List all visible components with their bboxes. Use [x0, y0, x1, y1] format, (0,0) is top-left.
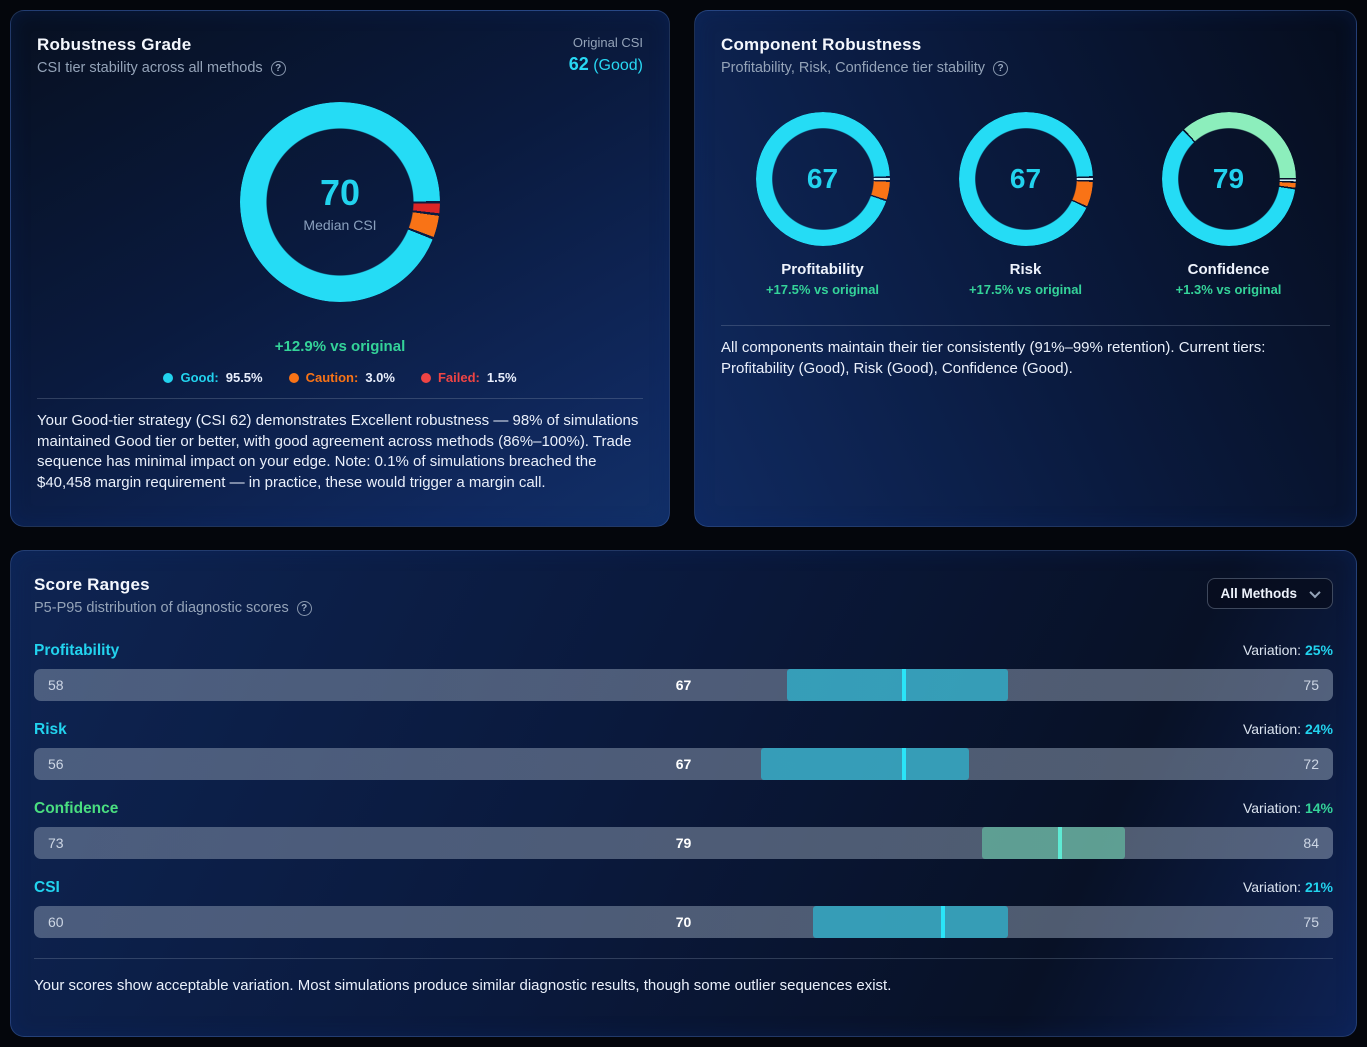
failed-dot-icon	[420, 372, 431, 383]
range-row-csi: CSI Variation: 21% 60 70 75	[34, 879, 1333, 938]
variation-value: Variation: 25%	[1242, 642, 1333, 658]
score-ranges-card: Score Ranges P5-P95 distribution of diag…	[10, 550, 1357, 1037]
confidence-donut: 79	[1161, 112, 1296, 246]
median-marker	[1058, 827, 1063, 859]
divider	[34, 958, 1333, 959]
robustness-grade-subtitle: CSI tier stability across all methods	[37, 60, 263, 76]
variation-value: Variation: 14%	[1242, 800, 1333, 816]
median-marker	[902, 748, 907, 780]
confidence-label: Confidence	[1187, 261, 1270, 278]
confidence-delta: +1.3% vs original	[1175, 282, 1282, 297]
median-marker	[941, 906, 946, 938]
donut-ring	[240, 102, 440, 302]
risk-label: Risk	[1009, 261, 1042, 278]
donut-ring	[1161, 112, 1296, 246]
median-csi-value: 70	[319, 171, 361, 213]
profitability-score: 67	[806, 163, 839, 194]
original-csi-value: 62 (Good)	[568, 54, 643, 74]
risk-donut: 67	[958, 112, 1093, 246]
methods-dropdown[interactable]: All Methods	[1206, 578, 1333, 609]
p5-p95-band	[982, 827, 1126, 859]
profitability-label: Profitability	[781, 261, 864, 278]
median-csi-label: Median CSI	[303, 216, 377, 233]
component-robustness-title: Component Robustness	[721, 35, 922, 54]
chevron-down-icon	[1309, 586, 1321, 598]
range-bar: 73 79 84	[34, 827, 1333, 859]
original-csi-label: Original CSI	[572, 35, 643, 50]
robustness-grade-title: Robustness Grade	[37, 35, 192, 54]
variation-value: Variation: 21%	[1242, 879, 1333, 895]
range-row-confidence: Confidence Variation: 14% 73 79 84	[34, 800, 1333, 859]
range-row-risk: Risk Variation: 24% 56 67 72	[34, 721, 1333, 780]
caution-dot-icon	[288, 372, 299, 383]
donut-ring	[958, 112, 1093, 246]
range-bar: 60 70 75	[34, 906, 1333, 938]
confidence-donut-block: 79 Confidence +1.3% vs original	[1134, 112, 1324, 297]
component-summary: All components maintain their tier consi…	[721, 339, 1266, 377]
help-icon[interactable]: ?	[993, 60, 1009, 76]
legend-item-failed: Failed: 1.5%	[420, 370, 517, 385]
component-robustness-subtitle: Profitability, Risk, Confidence tier sta…	[721, 60, 986, 76]
methods-dropdown-value: All Methods	[1220, 586, 1298, 601]
median-marker	[902, 669, 907, 701]
csi-delta: +12.9% vs original	[274, 338, 406, 355]
component-robustness-card: Component Robustness Profitability, Risk…	[694, 10, 1357, 527]
p5-p95-band	[813, 906, 1009, 938]
csi-distribution-donut: 70 Median CSI	[240, 102, 440, 302]
p5-p95-band	[761, 748, 970, 780]
profitability-donut: 67	[755, 112, 890, 246]
p5-p95-band	[787, 669, 1009, 701]
divider	[721, 325, 1330, 326]
range-row-profitability: Profitability Variation: 25% 58 67 75	[34, 642, 1333, 701]
robustness-summary: Your Good-tier strategy (CSI 62) demonst…	[37, 412, 639, 492]
score-ranges-title: Score Ranges	[34, 575, 150, 594]
tier-legend: Good: 95.5% Caution: 3.0% Failed: 1.5%	[37, 370, 643, 385]
range-bar: 58 67 75	[34, 669, 1333, 701]
range-bar: 56 67 72	[34, 748, 1333, 780]
risk-donut-block: 67 Risk +17.5% vs original	[931, 112, 1121, 297]
legend-item-good: Good: 95.5%	[163, 370, 263, 385]
risk-delta: +17.5% vs original	[968, 282, 1083, 297]
donut-ring	[755, 112, 890, 246]
good-dot-icon	[163, 372, 174, 383]
risk-score: 67	[1009, 163, 1042, 194]
score-ranges-subtitle: P5-P95 distribution of diagnostic scores	[34, 600, 289, 616]
divider	[37, 398, 643, 399]
robustness-grade-card: Robustness Grade CSI tier stability acro…	[10, 10, 670, 527]
help-icon[interactable]: ?	[296, 600, 312, 616]
profitability-donut-block: 67 Profitability +17.5% vs original	[728, 112, 918, 297]
profitability-delta: +17.5% vs original	[765, 282, 880, 297]
help-icon[interactable]: ?	[270, 60, 286, 76]
legend-item-caution: Caution: 3.0%	[288, 370, 395, 385]
score-ranges-summary: Your scores show acceptable variation. M…	[34, 977, 892, 994]
confidence-score: 79	[1212, 163, 1245, 194]
variation-value: Variation: 24%	[1242, 721, 1333, 737]
